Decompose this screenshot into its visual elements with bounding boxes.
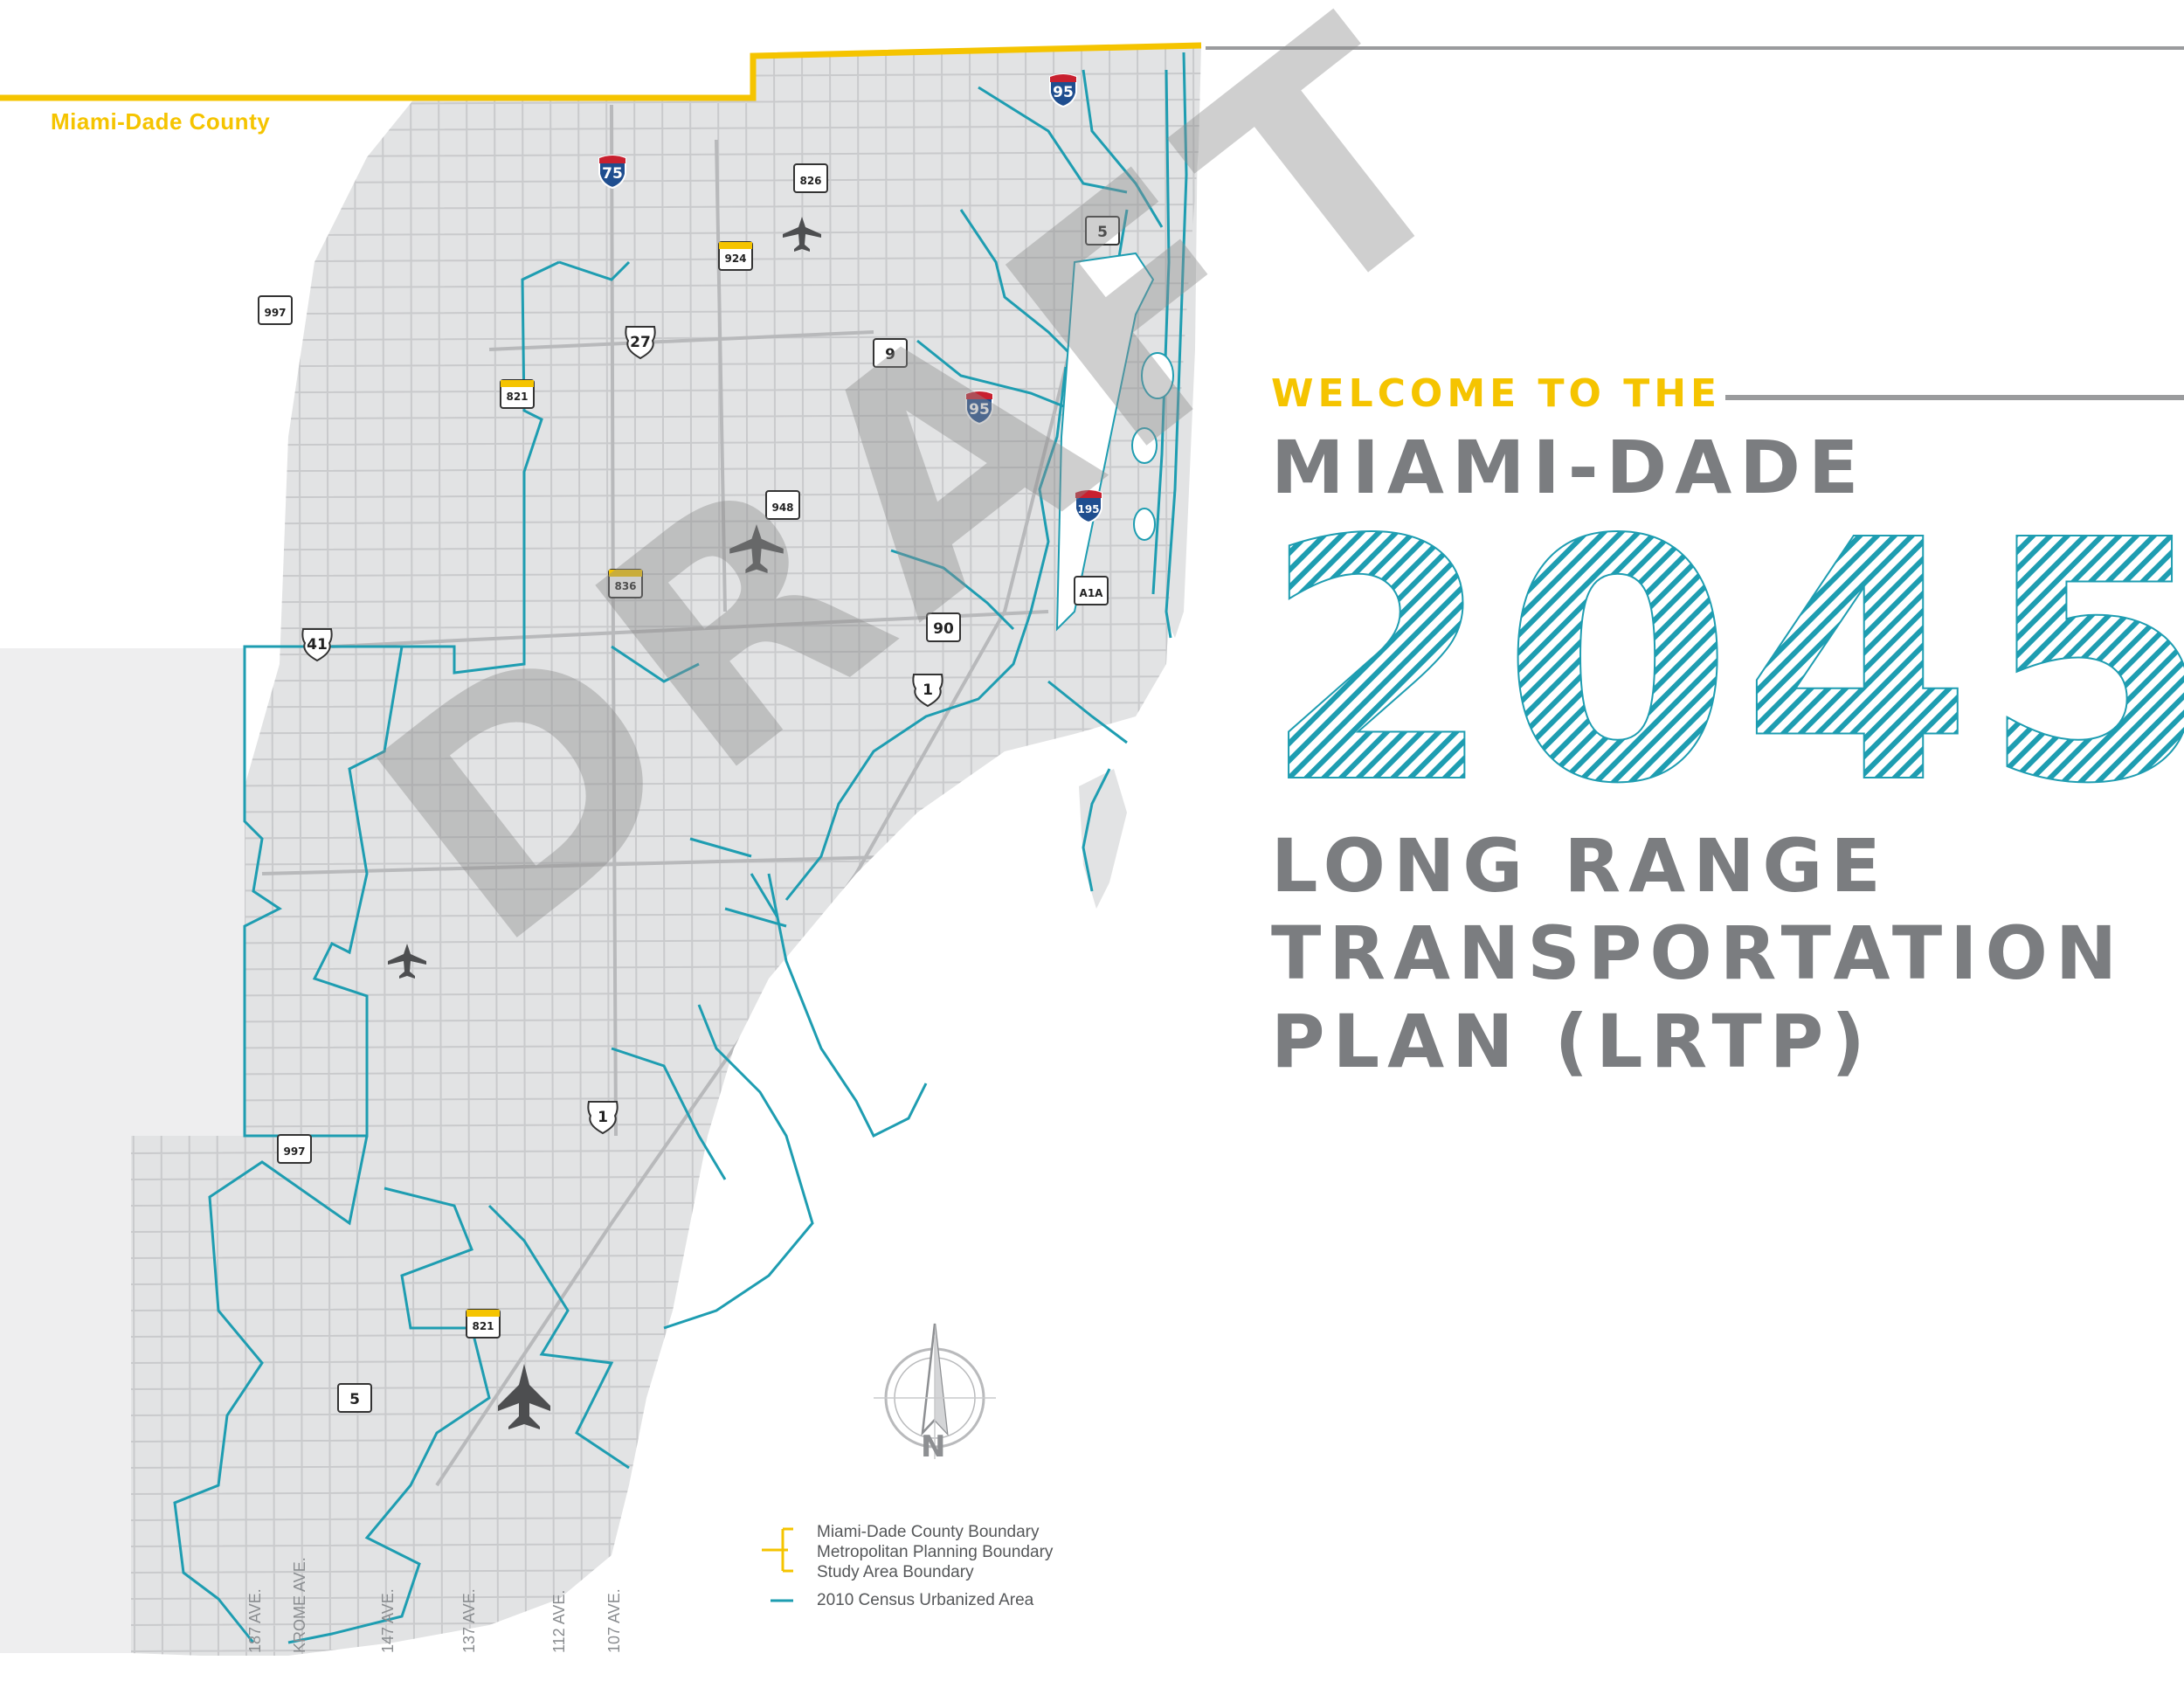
route-shield-label: 821: [506, 391, 528, 403]
route-shield-label: 90: [933, 620, 954, 638]
compass-rose: [874, 1323, 996, 1459]
route-shield-label: 95: [1053, 84, 1074, 101]
legend-item-study-area: Study Area Boundary: [817, 1563, 974, 1581]
route-shield-toll: 821: [500, 379, 535, 409]
route-shield-label: 5: [1097, 224, 1108, 241]
region-title: MIAMI-DADE: [1271, 425, 1867, 510]
route-shield-state: 90: [926, 612, 961, 642]
route-shield-label: 826: [799, 175, 821, 187]
year-title: 2045: [1271, 515, 2184, 804]
airplane-icon: [783, 217, 821, 252]
welcome-heading: WELCOME TO THE: [1271, 371, 1722, 416]
route-shield-us: 27: [625, 326, 656, 360]
plan-title-line-3: PLAN (LRTP): [1271, 999, 1873, 1084]
plan-title-line-1: LONG RANGE: [1271, 823, 1889, 909]
avenue-label: 187 AVE.: [246, 1588, 264, 1653]
route-shield-label: 27: [630, 334, 651, 351]
route-shield-label: 75: [602, 165, 623, 183]
avenue-label: KROME AVE.: [291, 1557, 308, 1653]
avenue-label: 147 AVE.: [379, 1588, 397, 1653]
boundary-legend-symbol: [762, 1527, 793, 1573]
route-shield-toll: 821: [466, 1309, 501, 1339]
route-shield-label: 836: [614, 580, 636, 592]
route-shield-state: 5: [337, 1383, 372, 1413]
title-block: WELCOME TO THE MIAMI-DADE 2045 LONG RANG…: [1271, 0, 2184, 1136]
route-shield-label: 41: [307, 636, 328, 654]
county-label: Miami-Dade County: [51, 108, 271, 135]
route-shield-interstate: 95: [1049, 73, 1077, 108]
route-shield-state: 997: [258, 295, 293, 325]
airplane-icon: [729, 524, 784, 573]
route-shield-label: 95: [969, 401, 990, 419]
route-shield-label: 195: [1077, 503, 1099, 515]
route-shield-label: 821: [472, 1320, 494, 1332]
route-shield-interstate: 95: [965, 391, 993, 425]
avenue-label: 112 AVE.: [550, 1589, 568, 1653]
route-shield-label: 5: [349, 1391, 360, 1408]
route-shield-us: 1: [912, 674, 943, 708]
route-shield-interstate: 75: [598, 155, 626, 190]
route-shield-interstate: 195: [1075, 489, 1102, 524]
military-jet-icon: [498, 1364, 550, 1429]
route-shield-toll: 836: [608, 569, 643, 598]
route-shield-state: 997: [277, 1134, 312, 1164]
route-shield-label: 997: [283, 1145, 305, 1158]
route-shield-label: 9: [885, 346, 895, 363]
route-shield-state: 826: [793, 163, 828, 193]
avenue-label: 137 AVE.: [460, 1588, 478, 1653]
route-shield-label: 924: [724, 253, 746, 265]
legend-item-urbanized-area: 2010 Census Urbanized Area: [817, 1591, 1034, 1609]
land-area: [131, 45, 1201, 1656]
route-shield-toll: 924: [718, 241, 753, 271]
route-shield-label: 1: [598, 1109, 608, 1126]
route-shield-state: 948: [765, 490, 800, 520]
legend-item-county-boundary: Miami-Dade County Boundary: [817, 1523, 1040, 1541]
route-shield-us: 1: [587, 1101, 619, 1135]
route-shield-state: 5: [1085, 216, 1120, 246]
route-shield-label: 948: [771, 502, 793, 514]
year-graphic: 2045: [1271, 515, 2184, 804]
county-boundary-line: [0, 42, 1202, 101]
legend-item-metropolitan-boundary: Metropolitan Planning Boundary: [817, 1543, 1054, 1561]
route-shield-label: 1: [923, 681, 933, 699]
route-shield-state: 9: [873, 338, 908, 368]
plan-title-line-2: TRANSPORTATION: [1271, 910, 2125, 996]
avenue-label: 107 AVE.: [605, 1588, 623, 1653]
route-shield-label: A1A: [1080, 587, 1104, 599]
airplane-icon: [388, 944, 426, 979]
route-shield-state: A1A: [1074, 576, 1109, 605]
compass-north-label: N: [921, 1429, 946, 1464]
route-shield-label: 997: [264, 307, 286, 319]
airports-layer: [388, 217, 821, 1429]
route-shield-us: 41: [301, 628, 333, 662]
